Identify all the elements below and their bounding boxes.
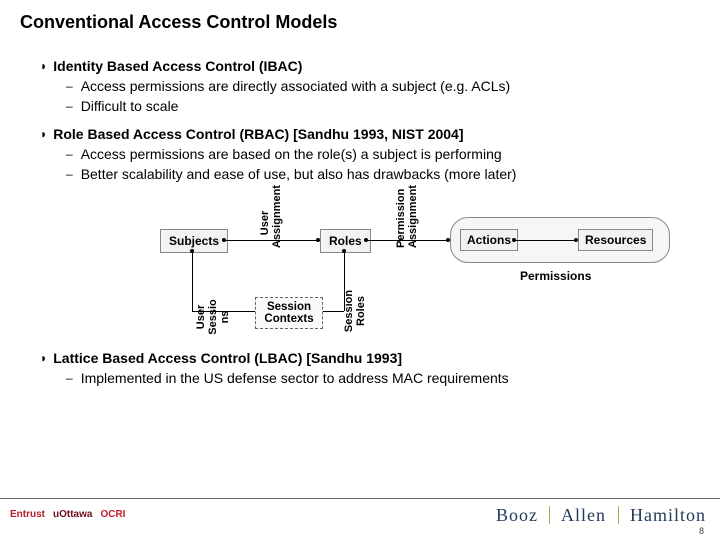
endpoint-icon (512, 238, 516, 242)
endpoint-icon (446, 238, 450, 242)
bullet-text: Lattice Based Access Control (LBAC) [San… (53, 349, 402, 367)
bullet-ibac: ◗ Identity Based Access Control (IBAC) (40, 57, 690, 75)
dash-icon: – (66, 165, 73, 183)
content-area: ◗ Identity Based Access Control (IBAC) –… (0, 37, 720, 387)
permissions-label: Permissions (520, 269, 591, 283)
bullet-text: Identity Based Access Control (IBAC) (53, 57, 302, 75)
bullet-text: Implemented in the US defense sector to … (81, 369, 509, 387)
resources-box: Resources (578, 229, 653, 251)
bullet-text: Role Based Access Control (RBAC) [Sandhu… (53, 125, 463, 143)
roles-label: Roles (329, 234, 362, 248)
endpoint-icon (342, 249, 346, 253)
label-text: User Sessio ns (195, 299, 231, 334)
subjects-box: Subjects (160, 229, 228, 253)
chevron-icon: ◗ (40, 125, 47, 143)
company-part: Allen (561, 505, 606, 525)
endpoint-icon (222, 238, 226, 242)
bullet-lbac-sub1: – Implemented in the US defense sector t… (66, 369, 690, 387)
permission-assignment-label: Permission Assignment (395, 198, 419, 248)
session-contexts-box: Session Contexts (255, 297, 323, 329)
session-roles-label: Session Roles (343, 286, 367, 336)
chevron-icon: ◗ (40, 57, 47, 75)
ocri-logo: OCRI (100, 503, 125, 525)
actions-label: Actions (467, 233, 511, 247)
endpoint-icon (190, 249, 194, 253)
bullet-rbac-sub1: – Access permissions are based on the ro… (66, 145, 690, 163)
dash-icon: – (66, 97, 73, 115)
bullet-ibac-sub1: – Access permissions are directly associ… (66, 77, 690, 95)
separator-icon (549, 506, 550, 524)
bullet-rbac: ◗ Role Based Access Control (RBAC) [Sand… (40, 125, 690, 143)
footer: Entrust uOttawa OCRI Booz Allen Hamilton (0, 498, 720, 540)
bullet-rbac-sub2: – Better scalability and ease of use, bu… (66, 165, 690, 183)
label-text: Session Roles (343, 290, 367, 332)
chevron-icon: ◗ (40, 349, 47, 367)
rbac-diagram: Subjects Roles Actions Resources Permiss… (160, 189, 680, 339)
bullet-text: Access permissions are based on the role… (81, 145, 502, 163)
uottawa-logo: uOttawa (53, 503, 92, 525)
bullet-text: Difficult to scale (81, 97, 179, 115)
connector (514, 240, 578, 241)
separator-icon (618, 506, 619, 524)
company-part: Hamilton (630, 505, 706, 525)
connector (192, 251, 193, 311)
dash-icon: – (66, 369, 73, 387)
user-sessions-label: User Sessio ns (195, 292, 231, 342)
label-text: Permission Assignment (395, 185, 419, 248)
bullet-lbac: ◗ Lattice Based Access Control (LBAC) [S… (40, 349, 690, 367)
resources-label: Resources (585, 233, 646, 247)
slide-number: 8 (699, 526, 704, 536)
bullet-text: Better scalability and ease of use, but … (81, 165, 517, 183)
dash-icon: – (66, 145, 73, 163)
actions-box: Actions (460, 229, 518, 251)
bullet-text: Access permissions are directly associat… (81, 77, 511, 95)
label-text: User Assignment (259, 185, 283, 248)
bullet-ibac-sub2: – Difficult to scale (66, 97, 690, 115)
endpoint-icon (364, 238, 368, 242)
company-part: Booz (496, 505, 538, 525)
connector (323, 311, 344, 312)
dash-icon: – (66, 77, 73, 95)
company-name: Booz Allen Hamilton (496, 505, 706, 526)
footer-logos: Entrust uOttawa OCRI (10, 503, 125, 525)
session-contexts-label: Session Contexts (264, 301, 313, 325)
entrust-logo: Entrust (10, 503, 45, 525)
endpoint-icon (574, 238, 578, 242)
subjects-label: Subjects (169, 234, 219, 248)
endpoint-icon (316, 238, 320, 242)
slide-title: Conventional Access Control Models (0, 0, 720, 37)
user-assignment-label: User Assignment (259, 198, 283, 248)
